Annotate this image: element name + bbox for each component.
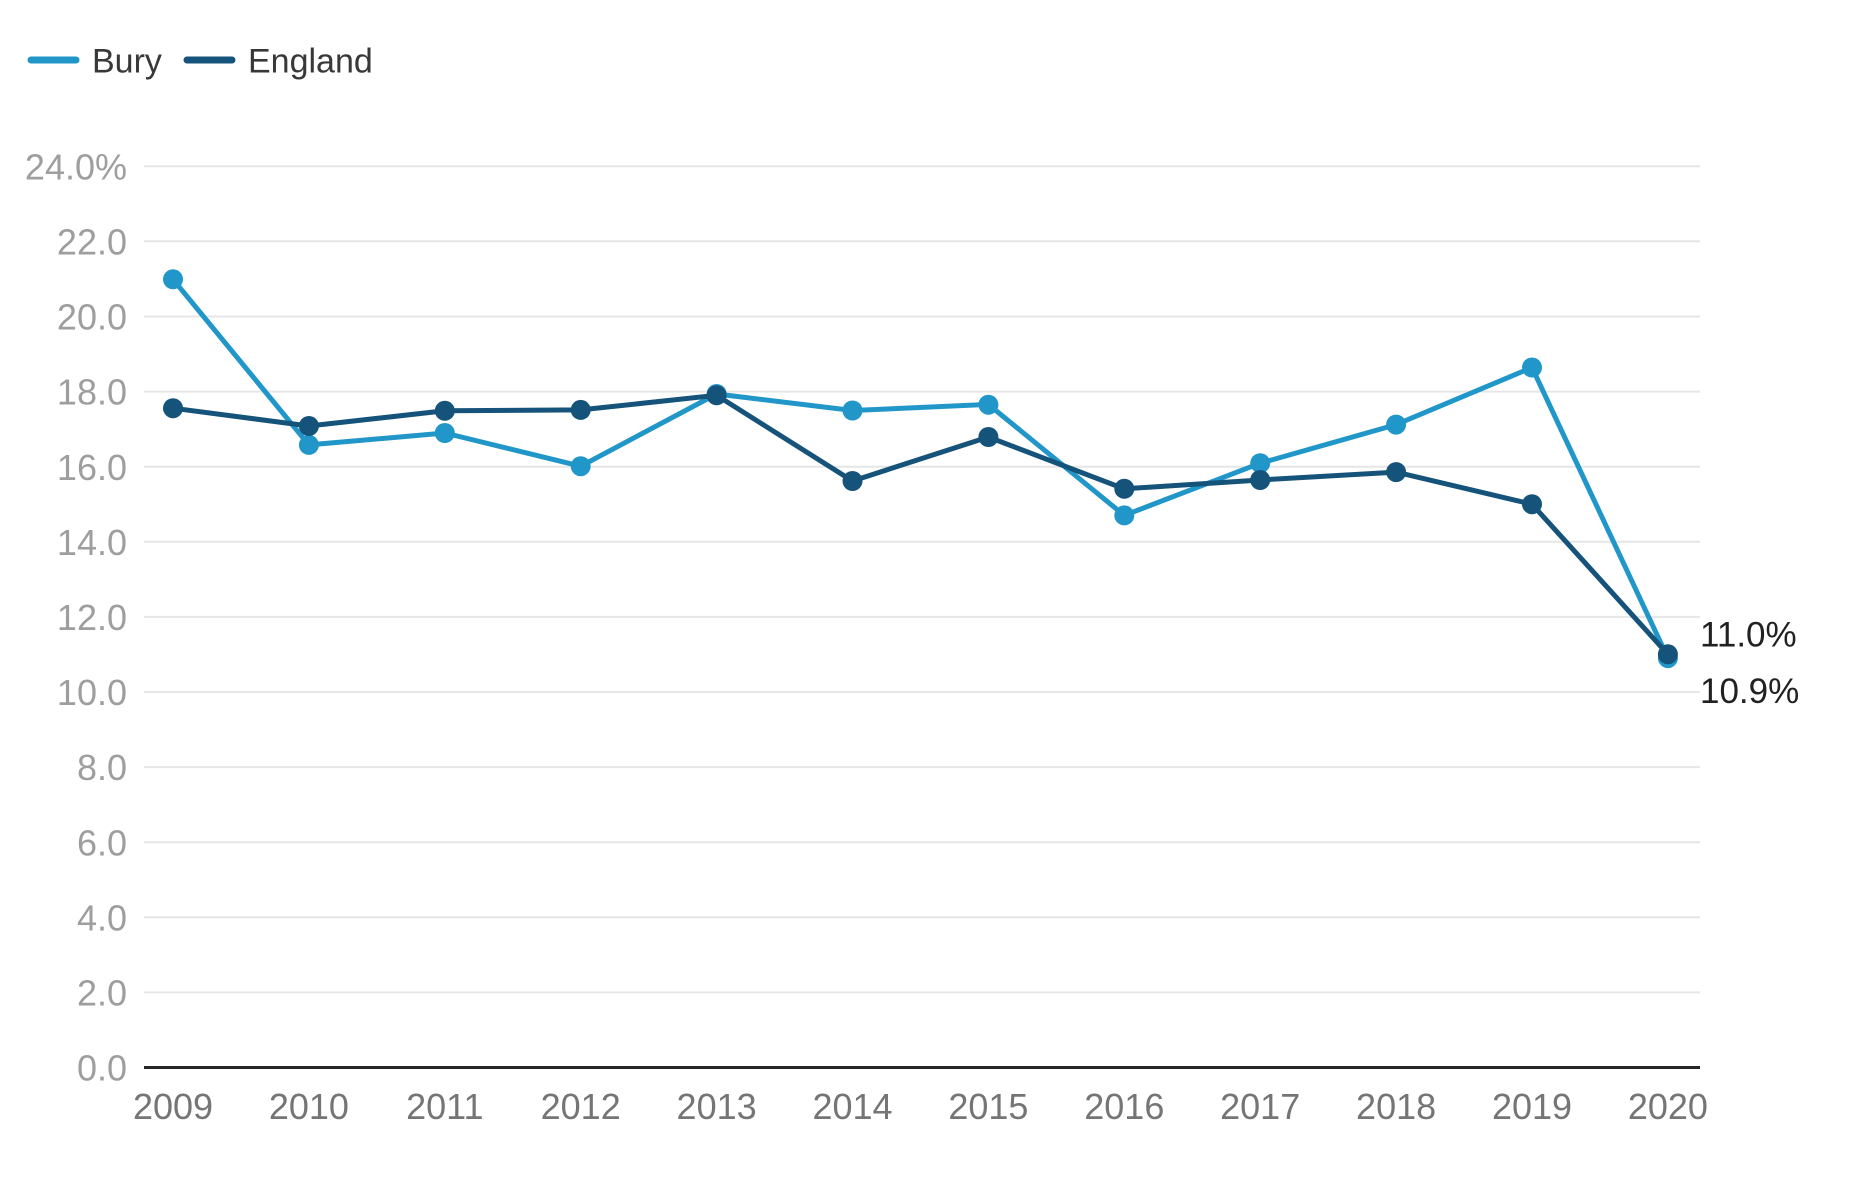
svg-text:2.0: 2.0 bbox=[77, 973, 127, 1014]
svg-text:12.0: 12.0 bbox=[57, 597, 127, 638]
svg-text:2016: 2016 bbox=[1084, 1086, 1164, 1127]
svg-text:24.0%: 24.0% bbox=[25, 146, 127, 187]
svg-text:2010: 2010 bbox=[269, 1086, 349, 1127]
svg-text:14.0: 14.0 bbox=[57, 522, 127, 563]
svg-text:11.0%: 11.0% bbox=[1700, 615, 1797, 654]
svg-text:10.0: 10.0 bbox=[57, 672, 127, 713]
svg-text:2009: 2009 bbox=[133, 1086, 213, 1127]
svg-text:22.0: 22.0 bbox=[57, 221, 127, 262]
svg-text:18.0: 18.0 bbox=[57, 372, 127, 413]
svg-text:2017: 2017 bbox=[1220, 1086, 1300, 1127]
svg-text:2018: 2018 bbox=[1356, 1086, 1436, 1127]
svg-text:2020: 2020 bbox=[1628, 1086, 1708, 1127]
svg-text:8.0: 8.0 bbox=[77, 747, 127, 788]
svg-text:16.0: 16.0 bbox=[57, 447, 127, 488]
svg-text:2019: 2019 bbox=[1492, 1086, 1572, 1127]
svg-text:4.0: 4.0 bbox=[77, 897, 127, 938]
svg-text:20.0: 20.0 bbox=[57, 297, 127, 338]
svg-text:2014: 2014 bbox=[812, 1086, 892, 1127]
svg-text:England: England bbox=[248, 43, 373, 81]
svg-text:6.0: 6.0 bbox=[77, 822, 127, 863]
svg-text:10.9%: 10.9% bbox=[1700, 672, 1799, 711]
svg-text:2011: 2011 bbox=[406, 1086, 483, 1127]
svg-text:0.0: 0.0 bbox=[77, 1048, 127, 1089]
svg-text:2015: 2015 bbox=[948, 1086, 1028, 1127]
svg-text:2013: 2013 bbox=[677, 1086, 757, 1127]
svg-text:Bury: Bury bbox=[92, 43, 162, 81]
svg-text:2012: 2012 bbox=[541, 1086, 621, 1127]
